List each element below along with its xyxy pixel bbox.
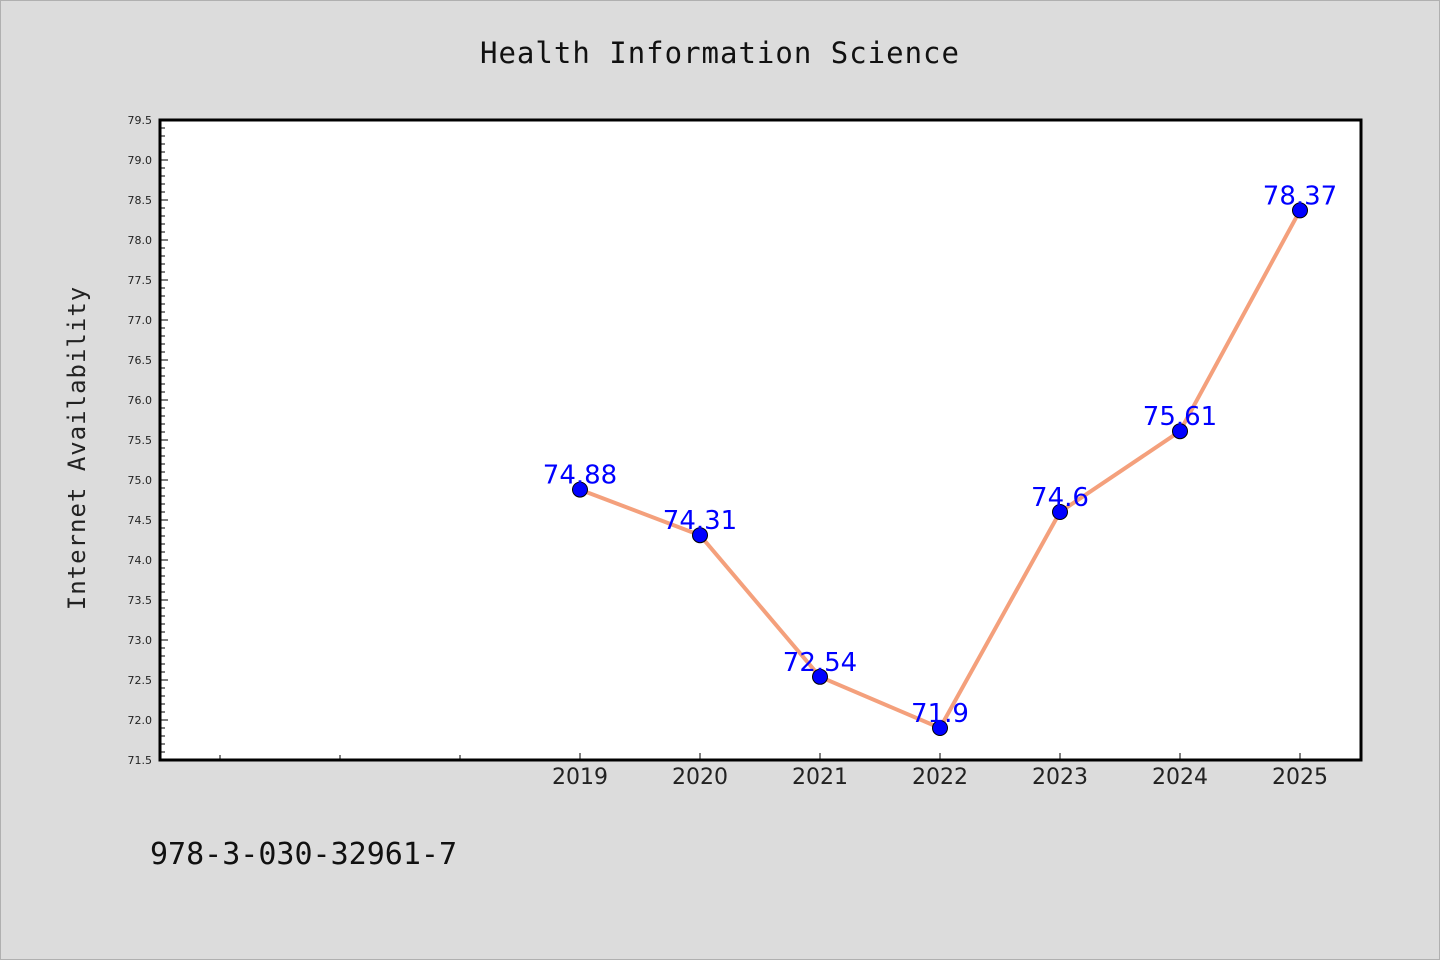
y-tick-label: 72.5 xyxy=(128,674,153,687)
data-label: 78.37 xyxy=(1263,181,1337,211)
y-tick-label: 73.0 xyxy=(128,634,153,647)
data-label: 74.31 xyxy=(663,506,737,536)
y-tick-label: 73.5 xyxy=(128,594,153,607)
plot-area xyxy=(158,118,1363,762)
y-axis: 71.5 72.0 72.5 73.0 73.5 74.0 74.5 75.0 75.5 76.0… xyxy=(128,114,168,767)
y-tick-label: 77.5 xyxy=(128,274,153,287)
y-tick-label: 74.0 xyxy=(128,554,153,567)
y-tick-label: 76.0 xyxy=(128,394,153,407)
x-axis: 2019 2020 2021 2022 2023 2024 2025 xyxy=(219,753,1328,790)
chart-title: Health Information Science xyxy=(480,36,960,70)
data-point-marker xyxy=(1172,423,1188,440)
data-point-marker xyxy=(932,720,948,736)
x-tick-label: 2019 xyxy=(552,765,608,790)
y-tick-label: 79.0 xyxy=(128,154,153,167)
y-tick-label: 75.0 xyxy=(128,474,153,487)
y-tick-label: 77.0 xyxy=(128,314,153,327)
data-point-marker xyxy=(812,668,828,685)
x-tick-label: 2021 xyxy=(792,765,848,790)
isbn-caption: 978-3-030-32961-7 xyxy=(150,837,457,872)
y-tick-label: 79.5 xyxy=(128,114,153,127)
y-tick-label: 78.5 xyxy=(128,194,153,207)
data-label-group: 74.88 74.31 72.54 71.9 74.6 75.61 78.37 xyxy=(543,181,1337,729)
data-label: 74.88 xyxy=(543,461,617,491)
data-point-marker xyxy=(572,481,588,498)
x-tick-label: 2024 xyxy=(1152,765,1208,790)
series-line-group xyxy=(572,202,1308,736)
x-tick-label: 2022 xyxy=(912,765,968,790)
y-tick-label: 72.0 xyxy=(128,714,153,727)
y-tick-label: 75.5 xyxy=(128,434,153,447)
y-tick-label: 71.5 xyxy=(128,754,153,767)
y-tick-label: 78.0 xyxy=(128,234,153,247)
data-label: 71.9 xyxy=(911,699,969,729)
x-tick-label: 2020 xyxy=(672,765,728,790)
y-axis-label: Internet Availability xyxy=(63,286,91,610)
data-point-marker xyxy=(1052,504,1068,520)
x-tick-label: 2023 xyxy=(1032,765,1088,790)
x-tick-label: 2025 xyxy=(1272,765,1328,790)
y-tick-label: 74.5 xyxy=(128,514,153,527)
data-label: 74.6 xyxy=(1031,483,1089,513)
data-point-marker xyxy=(692,527,708,544)
data-label: 75.61 xyxy=(1143,402,1217,432)
data-label: 72.54 xyxy=(783,648,857,678)
y-tick-label: 76.5 xyxy=(128,354,153,367)
data-point-marker xyxy=(1292,202,1308,219)
